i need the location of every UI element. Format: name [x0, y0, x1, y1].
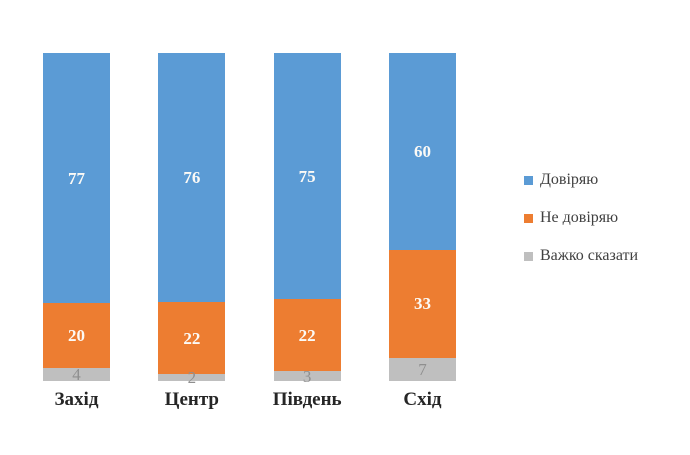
- bar-group-1: 76 22 2: [158, 53, 226, 386]
- legend-label: Довіряю: [540, 171, 599, 188]
- bar-segment: 33: [388, 249, 456, 359]
- bar-segment: 76: [158, 53, 226, 303]
- bar-segment: 3: [273, 368, 341, 385]
- data-label: 22: [298, 325, 316, 345]
- bar-segment: 75: [273, 53, 341, 299]
- bar-segment: 60: [388, 53, 456, 250]
- legend-swatch-icon: [524, 175, 533, 185]
- bar-segment: 7: [388, 358, 456, 381]
- data-label: 75: [298, 166, 316, 186]
- bar-segment: 22: [158, 302, 226, 375]
- legend-swatch-icon: [524, 213, 533, 223]
- data-label: 4: [72, 364, 81, 384]
- x-axis-category-labels: Захід Центр Південь Схід: [43, 389, 456, 411]
- bar-group-3: 60 33 7: [388, 53, 456, 381]
- legend-label: Не довіряю: [540, 209, 619, 226]
- data-label: 20: [68, 326, 85, 346]
- category-label: Центр: [164, 389, 219, 410]
- plot-area: 77 20 4 76 22 2 75 22 3 60 33 7: [43, 53, 456, 386]
- data-label: 7: [418, 360, 427, 379]
- data-label: 77: [68, 168, 85, 188]
- data-label: 2: [187, 368, 197, 388]
- data-label: 22: [183, 328, 201, 348]
- data-label: 3: [302, 366, 312, 386]
- data-label: 33: [413, 294, 431, 314]
- legend-item: Не довіряю: [524, 210, 638, 226]
- category-label: Південь: [272, 389, 342, 410]
- bar-group-0: 77 20 4: [43, 53, 110, 384]
- bar-segment: 4: [43, 364, 110, 384]
- legend-label: Важко сказати: [540, 247, 639, 264]
- bar-segment: 20: [43, 303, 110, 368]
- data-label: 60: [413, 141, 431, 161]
- bar-segment: 22: [273, 299, 341, 372]
- legend-item: Важко сказати: [524, 248, 638, 264]
- legend: Довіряю Не довіряю Важко сказати: [524, 172, 638, 264]
- bar-segment: 77: [43, 53, 110, 304]
- legend-item: Довіряю: [524, 172, 638, 188]
- legend-swatch-icon: [524, 251, 533, 261]
- bar-group-2: 75 22 3: [273, 53, 341, 385]
- bar-segment: 2: [158, 369, 226, 386]
- category-label: Схід: [403, 389, 442, 410]
- category-label: Захід: [54, 389, 99, 410]
- data-label: 76: [183, 168, 201, 188]
